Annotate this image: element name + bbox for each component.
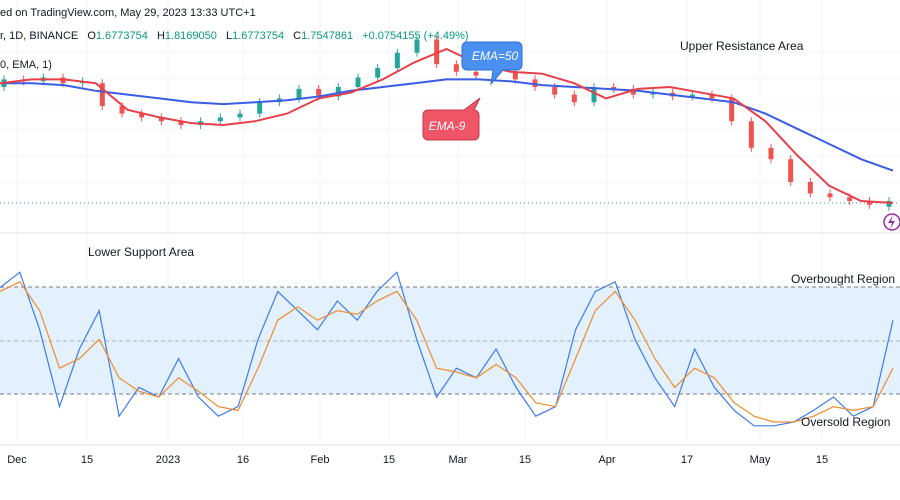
- lightning-icon[interactable]: [883, 213, 900, 231]
- candle-up: [237, 113, 243, 118]
- symbol-text: r, 1D, BINANCE: [0, 30, 78, 42]
- ema50-callout-text: EMA=50: [472, 49, 519, 63]
- candle-down: [807, 182, 813, 194]
- candle-up: [650, 92, 656, 95]
- candle-down: [434, 39, 440, 65]
- candle-down: [709, 94, 715, 99]
- ohlc-close-key: C: [293, 30, 301, 42]
- candle-down: [453, 64, 459, 72]
- ohlc-high-value: 1.8169050: [165, 30, 217, 42]
- candle-up: [591, 87, 597, 103]
- ohlc-change-value: +0.0754155 (+4.49%): [362, 30, 468, 42]
- candle-up: [296, 88, 302, 99]
- stoch-d-line: [0, 281, 894, 423]
- candle-down: [847, 197, 853, 201]
- candle-up: [355, 77, 361, 87]
- candle-down: [158, 117, 164, 122]
- upper-resistance-label: Upper Resistance Area: [680, 39, 804, 53]
- candle-down: [748, 121, 754, 148]
- candle-down: [178, 121, 184, 125]
- candle-up: [414, 39, 420, 53]
- candles: [1, 35, 892, 211]
- candle-down: [316, 88, 322, 97]
- candle-up: [394, 52, 400, 68]
- ohlc-low-key: L: [226, 30, 232, 42]
- candle-down: [788, 159, 794, 182]
- ema50-callout: EMA=50: [461, 41, 523, 86]
- x-tick-label: 16: [237, 454, 249, 466]
- candle-down: [768, 147, 774, 160]
- x-tick-label: 15: [81, 454, 93, 466]
- candle-down: [611, 87, 617, 89]
- published-label: ed on TradingView.com, May 29, 2023 13:3…: [0, 7, 256, 19]
- candle-down: [866, 201, 872, 205]
- x-tick-label: Apr: [598, 454, 615, 466]
- candle-down: [99, 83, 105, 106]
- candle-down: [552, 87, 558, 95]
- x-tick-label: 15: [383, 454, 395, 466]
- candle-down: [571, 94, 577, 103]
- candle-down: [512, 71, 518, 80]
- x-tick-label: Dec: [7, 454, 27, 466]
- x-tick-label: 15: [519, 454, 531, 466]
- candle-down: [827, 193, 833, 198]
- x-tick-label: May: [750, 454, 771, 466]
- x-tick-label: 2023: [156, 454, 180, 466]
- x-tick-label: Mar: [449, 454, 468, 466]
- overbought-label: Overbought Region: [791, 272, 895, 286]
- grid: [0, 0, 900, 445]
- indicator-label: 0, EMA, 1): [0, 59, 52, 71]
- candle-up: [217, 117, 223, 122]
- x-tick-label: 15: [816, 454, 828, 466]
- candle-up: [335, 87, 341, 97]
- ohlc-close-value: 1.7547861: [301, 30, 353, 42]
- candle-down: [139, 113, 145, 118]
- ohlc-open-value: 1.6773754: [96, 30, 148, 42]
- ohlc-high-key: H: [157, 30, 165, 42]
- candle-down: [729, 98, 735, 122]
- ema9-line: [0, 47, 894, 204]
- lower-support-label: Lower Support Area: [88, 245, 194, 259]
- candle-down: [119, 106, 125, 114]
- ohlc-low-value: 1.6773754: [232, 30, 284, 42]
- symbol-label: r, 1D, BINANCE O1.6773754 H1.8169050 L1.…: [0, 30, 469, 42]
- candle-up: [689, 94, 695, 97]
- x-tick-label: Feb: [311, 454, 330, 466]
- stoch-k-line: [0, 271, 894, 427]
- ema9-callout-text: EMA-9: [429, 119, 466, 133]
- candle-down: [532, 79, 538, 87]
- candle-up: [375, 68, 381, 78]
- oversold-label: Oversold Region: [801, 415, 890, 429]
- time-axis: Dec 15 2023 16 Feb 15 Mar 15 Apr 17 May 15: [7, 454, 828, 466]
- candle-up: [257, 102, 263, 114]
- x-tick-label: 17: [681, 454, 693, 466]
- candle-down: [630, 88, 636, 95]
- candle-up: [886, 201, 892, 207]
- ohlc-open-key: O: [87, 30, 96, 42]
- ema9-callout: EMA-9: [422, 97, 481, 141]
- candle-down: [473, 71, 479, 76]
